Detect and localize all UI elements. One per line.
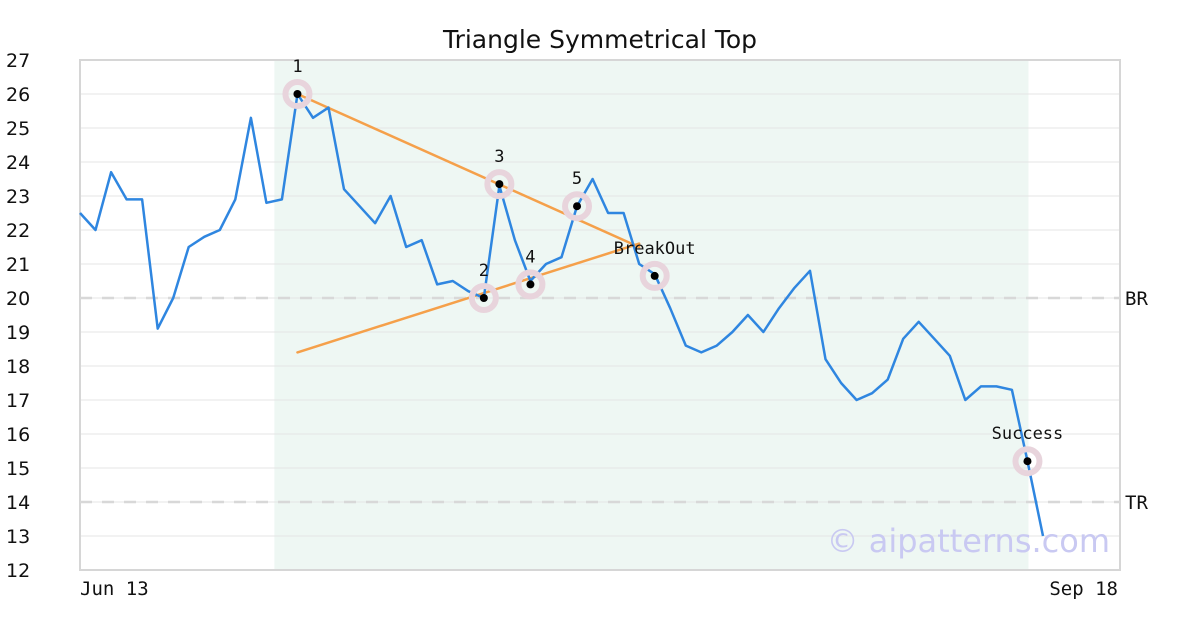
- pattern-point-ring-breakout: [639, 260, 670, 291]
- pattern-point-3: [495, 180, 504, 189]
- trendline-upper: [296, 92, 641, 249]
- y-tick-label: 26: [6, 84, 30, 106]
- y-tick-label: 22: [6, 220, 30, 242]
- y-tick-label: 13: [6, 526, 30, 548]
- y-tick-label: 27: [6, 50, 30, 72]
- level-label-br: BR: [1125, 288, 1148, 310]
- pattern-point-success: [1023, 457, 1032, 466]
- pattern-point-label-2: 2: [479, 261, 489, 281]
- pattern-point-label-1: 1: [292, 57, 302, 77]
- pattern-point-label-3: 3: [494, 147, 504, 167]
- pattern-point-label-breakout: BreakOut: [614, 239, 696, 259]
- y-tick-label: 24: [6, 152, 30, 174]
- x-tick-label-start: Jun 13: [80, 578, 149, 600]
- trendline-layer: [296, 92, 641, 354]
- level-label-tr: TR: [1125, 492, 1148, 514]
- y-axis-ticks: 12 13 14 15 16 17 18 19 20 21 22 23 24 25 26 27: [6, 50, 30, 582]
- pattern-point-4: [526, 280, 535, 289]
- watermark: © aipatterns.com: [827, 522, 1110, 560]
- y-tick-label: 14: [6, 492, 30, 514]
- pattern-point-1: [293, 90, 302, 98]
- price-line: [79, 92, 1045, 537]
- pattern-point-ring-4: [515, 269, 546, 300]
- pattern-point-5: [573, 202, 582, 211]
- pattern-point-label-5: 5: [572, 169, 582, 189]
- price-line-layer: [79, 92, 1045, 537]
- chart-title: Triangle Symmetrical Top: [442, 25, 757, 54]
- trendline-lower: [296, 242, 641, 354]
- y-tick-label: 15: [6, 458, 30, 480]
- pattern-band: [274, 60, 1029, 570]
- pattern-point-ring-success: [1012, 446, 1043, 477]
- y-tick-label: 17: [6, 390, 30, 412]
- y-tick-label: 21: [6, 254, 30, 276]
- pattern-point-ring-1: [282, 79, 313, 109]
- pattern-point-ring-3: [484, 169, 515, 200]
- y-tick-label: 18: [6, 356, 30, 378]
- y-tick-label: 19: [6, 322, 30, 344]
- pattern-point-ring-5: [562, 191, 593, 222]
- pattern-point-breakout: [650, 271, 659, 280]
- pattern-point-ring-2: [468, 283, 499, 313]
- y-tick-label: 16: [6, 424, 30, 446]
- y-tick-label: 20: [6, 288, 30, 310]
- x-tick-label-end: Sep 18: [1049, 578, 1118, 600]
- pattern-point-label-success: Success: [992, 424, 1064, 444]
- pattern-point-layer: 1 2 3 4 5 BreakOut Success: [282, 57, 1064, 477]
- plot-frame: [79, 59, 1121, 571]
- y-tick-label: 12: [6, 560, 30, 582]
- y-tick-label: 23: [6, 186, 30, 208]
- y-tick-label: 25: [6, 118, 30, 140]
- pattern-point-label-4: 4: [525, 247, 535, 267]
- pattern-point-2: [479, 294, 488, 302]
- pattern-band-layer: [274, 60, 1029, 570]
- level-layer: BR TR: [80, 288, 1148, 514]
